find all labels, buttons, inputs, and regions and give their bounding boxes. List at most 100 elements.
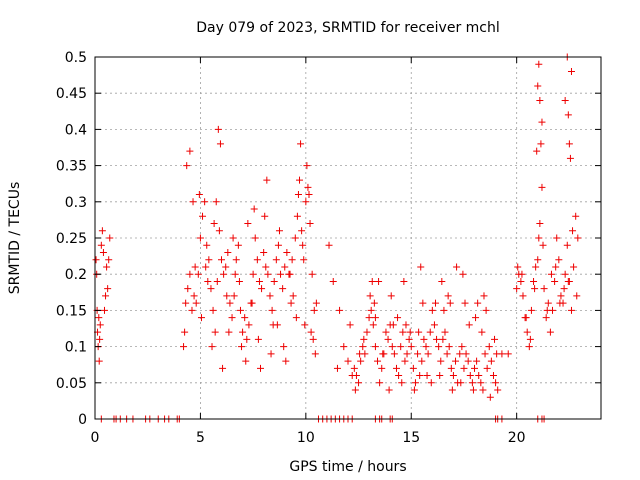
data-point (225, 328, 233, 336)
data-point (542, 314, 550, 322)
data-point (243, 335, 251, 343)
data-point (296, 176, 304, 184)
data-point (309, 335, 317, 343)
data-point (210, 220, 218, 228)
data-point (204, 277, 212, 285)
data-point (430, 321, 438, 329)
data-point (260, 248, 268, 256)
data-point (418, 357, 426, 365)
data-point (272, 256, 280, 264)
data-point (572, 212, 580, 220)
data-point (357, 357, 365, 365)
data-point (96, 335, 104, 343)
data-point (530, 277, 538, 285)
data-point (222, 263, 230, 271)
data-point (308, 270, 316, 278)
data-point (564, 277, 572, 285)
data-point (264, 270, 272, 278)
data-point (261, 212, 269, 220)
data-point (369, 321, 377, 329)
data-point (268, 306, 276, 314)
data-point (191, 263, 199, 271)
data-point (466, 372, 474, 380)
y-tick-label: 0.2 (65, 267, 87, 283)
y-axis-label: SRMTID / TECUs (7, 182, 23, 295)
data-point (201, 198, 209, 206)
data-point (567, 306, 575, 314)
data-point (419, 299, 427, 307)
data-point (390, 350, 398, 358)
data-point (370, 299, 378, 307)
data-point (374, 357, 382, 365)
data-point (181, 328, 189, 336)
data-point (180, 343, 188, 351)
data-point (518, 270, 526, 278)
data-point (248, 299, 256, 307)
data-point (433, 335, 441, 343)
data-point (232, 256, 240, 264)
data-point (471, 364, 478, 372)
data-point (350, 364, 358, 372)
data-point (280, 343, 288, 351)
data-point (411, 379, 419, 387)
data-point (294, 191, 302, 199)
data-point (218, 256, 225, 264)
data-point (306, 220, 314, 228)
data-point (186, 270, 194, 278)
data-point (291, 234, 299, 242)
data-point (486, 393, 494, 401)
data-point (485, 343, 493, 351)
y-tick-label: 0.1 (65, 340, 87, 356)
data-point (258, 285, 266, 293)
data-point (274, 241, 282, 249)
data-point (493, 350, 501, 358)
data-point (473, 357, 481, 365)
data-point (519, 292, 527, 300)
data-point (438, 277, 446, 285)
data-point (95, 314, 103, 322)
data-point (415, 328, 423, 336)
data-point (464, 357, 472, 365)
data-point (209, 306, 217, 314)
data-point (346, 321, 354, 329)
data-point (382, 328, 390, 336)
x-tick-label: 10 (297, 430, 315, 446)
data-point (444, 292, 452, 300)
data-point (96, 321, 104, 329)
grid-layer (95, 57, 601, 419)
data-point (375, 277, 383, 285)
data-point (266, 292, 274, 300)
data-point (292, 314, 300, 322)
data-point (230, 292, 238, 300)
data-point (99, 248, 107, 256)
y-tick-label: 0.4 (65, 122, 87, 138)
data-point (561, 96, 569, 104)
data-point (448, 386, 456, 394)
data-point (195, 191, 203, 199)
data-point (402, 321, 410, 329)
data-point (534, 82, 542, 90)
data-point (533, 147, 541, 155)
data-point (416, 372, 424, 380)
data-point (474, 299, 482, 307)
data-point (286, 270, 294, 278)
data-point (436, 372, 444, 380)
data-point (287, 299, 295, 307)
data-point (234, 241, 242, 249)
data-point (427, 379, 435, 387)
data-point (479, 386, 487, 394)
data-point (100, 306, 108, 314)
y-tick-label: 0.05 (56, 376, 87, 392)
data-point (253, 256, 261, 264)
data-point (440, 306, 448, 314)
y-tick-label: 0.45 (56, 86, 87, 102)
data-point (447, 364, 455, 372)
data-point (394, 314, 402, 322)
data-point (491, 335, 499, 343)
data-point (214, 125, 222, 133)
data-point (359, 343, 367, 351)
data-point (459, 270, 467, 278)
y-tick-label: 0.25 (56, 231, 87, 247)
data-point (244, 220, 252, 228)
data-point (561, 270, 569, 278)
